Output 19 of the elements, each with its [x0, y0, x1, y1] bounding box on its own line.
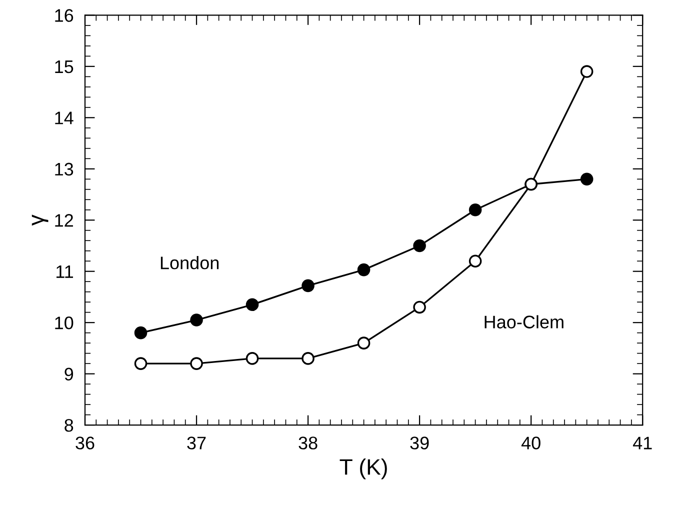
x-axis-title: T (K) [340, 458, 387, 480]
text: Hao-Clem [484, 315, 564, 328]
y-tick-label: 15 [55, 60, 74, 74]
x-tick-label: 39 [410, 436, 429, 450]
x-tick-label: 40 [521, 436, 540, 450]
y-tick-label: 14 [55, 112, 74, 124]
y-tick-label: 12 [55, 214, 73, 227]
y-tick-label: 16 [55, 9, 74, 22]
y-tick-label: 10 [55, 316, 74, 330]
y-axis-title: γ [32, 214, 48, 226]
x-tick-label: 41 [632, 436, 652, 450]
y-tick-label: 9 [64, 368, 74, 381]
x-tick-label: 38 [298, 436, 318, 450]
y-tick-label: 8 [64, 418, 74, 432]
x-tick-label: 36 [76, 436, 94, 450]
y-tick-label: 13 [55, 162, 74, 176]
x-tick-label: 37 [187, 436, 206, 450]
y-tick-label: 11 [56, 265, 74, 278]
text: London [160, 256, 219, 270]
